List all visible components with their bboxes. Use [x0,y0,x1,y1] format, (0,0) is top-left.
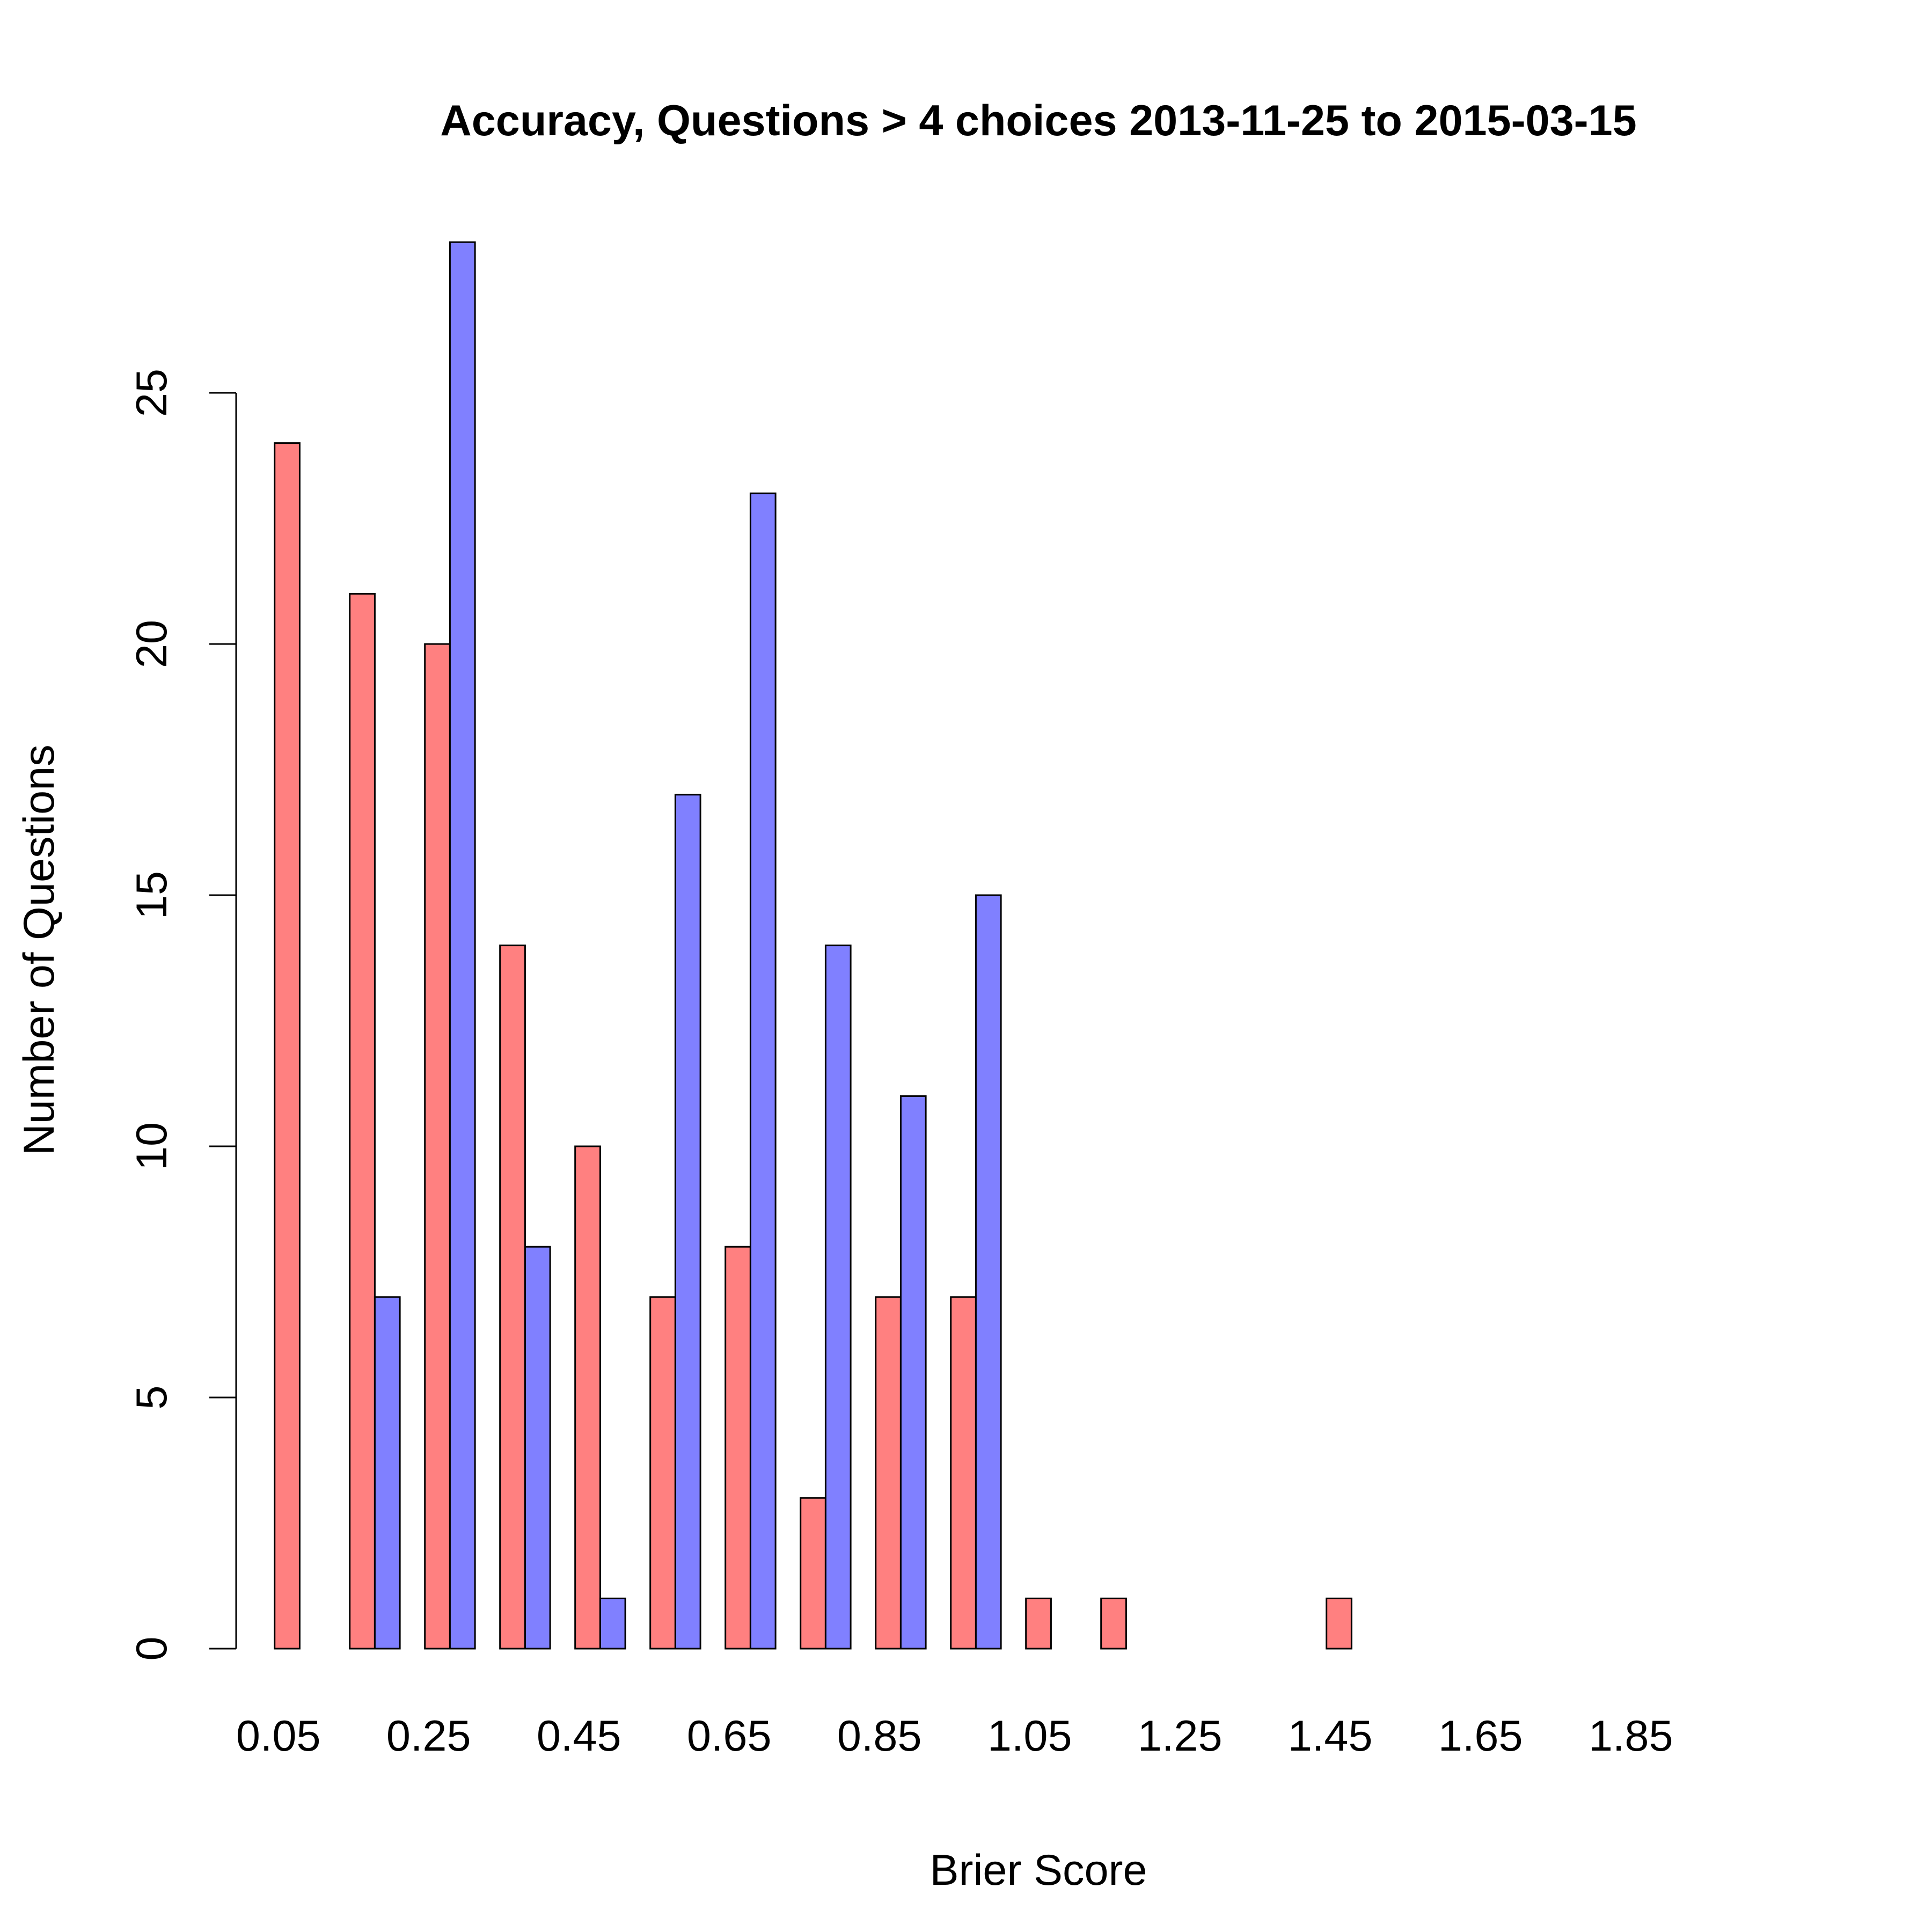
x-axis-label: Brier Score [930,1846,1147,1894]
y-tick-label-5: 5 [128,1385,176,1409]
bar-series2-0.75 [824,945,852,1650]
y-tick-label-10: 10 [128,1122,176,1170]
bar-series1-0.45 [574,1145,601,1650]
x-tick-label-1.85: 1.85 [1589,1712,1673,1760]
x-tick-label-0.85: 0.85 [837,1712,922,1760]
bar-series1-0.15 [349,592,376,1650]
y-tick-label-20: 20 [128,620,176,668]
x-tick-label-1.25: 1.25 [1138,1712,1223,1760]
x-tick-label-0.45: 0.45 [537,1712,621,1760]
y-tick-label-25: 25 [128,369,176,417]
y-axis-label: Number of Questions [15,744,63,1155]
bar-series1-0.75 [800,1497,826,1650]
bar-series1-1.05 [1025,1597,1052,1650]
x-tick-label-0.25: 0.25 [386,1712,471,1760]
y-tick-label-15: 15 [128,871,176,919]
bar-series2-0.85 [899,1095,927,1650]
y-axis: 0 5 10 15 20 25 [128,369,237,1661]
bar-series1-1.45 [1326,1597,1352,1650]
bar-series1-0.65 [724,1246,751,1650]
bar-series2-0.95 [975,894,1002,1650]
x-tick-label-0.05: 0.05 [236,1712,321,1760]
x-axis-tick-labels: 0.05 0.25 0.45 0.65 0.85 1.05 1.25 1.45 1.65 1.85 [236,1712,1673,1760]
bar-series1-0.85 [875,1296,902,1650]
bar-series1-0.25 [424,643,451,1650]
bar-series1-0.95 [950,1296,977,1650]
bar-series1-0.05 [274,442,301,1650]
bar-series1-0.55 [649,1296,676,1650]
y-tick-label-0: 0 [128,1636,176,1660]
bar-series2-0.55 [674,794,701,1650]
bar-series2-0.45 [599,1597,626,1650]
x-tick-label-1.05: 1.05 [987,1712,1072,1760]
bars [274,241,1352,1650]
bar-series1-0.35 [499,945,526,1650]
bar-series2-0.15 [374,1296,401,1650]
bar-series2-0.35 [524,1246,551,1650]
x-tick-label-1.65: 1.65 [1438,1712,1523,1760]
chart-title: Accuracy, Questions > 4 choices 2013-11-… [440,97,1636,145]
bar-series1-1.15 [1100,1597,1127,1650]
x-tick-label-1.45: 1.45 [1288,1712,1373,1760]
x-tick-label-0.65: 0.65 [687,1712,772,1760]
bar-series2-0.65 [749,492,777,1650]
bar-series2-0.25 [449,241,476,1650]
